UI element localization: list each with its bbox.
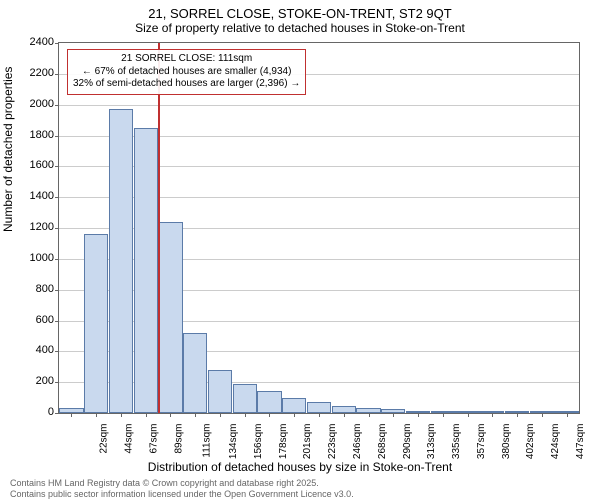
x-tick-mark: [393, 413, 394, 417]
x-tick-label: 268sqm: [377, 424, 388, 460]
x-tick-mark: [170, 413, 171, 417]
y-tick-label: 2000: [30, 98, 54, 110]
y-tick-mark: [55, 136, 59, 137]
x-tick-mark: [517, 413, 518, 417]
x-tick-label: 380sqm: [501, 424, 512, 460]
y-tick-label: 1600: [30, 159, 54, 171]
x-tick-mark: [245, 413, 246, 417]
histogram-bar: [307, 402, 331, 413]
y-tick-mark: [55, 105, 59, 106]
histogram-bar: [208, 370, 232, 413]
y-tick-mark: [55, 74, 59, 75]
footer-line1: Contains HM Land Registry data © Crown c…: [10, 478, 354, 489]
histogram-bar: [158, 222, 182, 413]
chart-footer: Contains HM Land Registry data © Crown c…: [10, 478, 354, 500]
x-tick-mark: [146, 413, 147, 417]
chart-title-sub: Size of property relative to detached ho…: [0, 21, 600, 39]
plot-area: 21 SORREL CLOSE: 111sqm← 67% of detached…: [58, 42, 580, 414]
annotation-box: 21 SORREL CLOSE: 111sqm← 67% of detached…: [67, 49, 306, 95]
y-tick-label: 2400: [30, 36, 54, 48]
y-tick-label: 0: [48, 406, 54, 418]
chart-container: 21, SORREL CLOSE, STOKE-ON-TRENT, ST2 9Q…: [0, 0, 600, 500]
property-marker-line: [158, 43, 160, 413]
y-tick-mark: [55, 43, 59, 44]
histogram-bar: [233, 384, 257, 413]
x-tick-mark: [71, 413, 72, 417]
x-tick-mark: [344, 413, 345, 417]
x-tick-mark: [121, 413, 122, 417]
y-tick-mark: [55, 259, 59, 260]
x-tick-mark: [443, 413, 444, 417]
y-tick-label: 600: [36, 314, 54, 326]
x-tick-label: 223sqm: [327, 424, 338, 460]
y-tick-mark: [55, 197, 59, 198]
x-tick-mark: [369, 413, 370, 417]
x-tick-mark: [294, 413, 295, 417]
x-tick-label: 313sqm: [426, 424, 437, 460]
y-tick-label: 1200: [30, 221, 54, 233]
x-tick-label: 22sqm: [99, 424, 110, 454]
x-tick-mark: [468, 413, 469, 417]
x-tick-label: 201sqm: [303, 424, 314, 460]
x-tick-mark: [492, 413, 493, 417]
grid-line: [59, 105, 579, 106]
chart-title-main: 21, SORREL CLOSE, STOKE-ON-TRENT, ST2 9Q…: [0, 0, 600, 21]
x-tick-label: 447sqm: [575, 424, 586, 460]
x-tick-mark: [418, 413, 419, 417]
x-tick-label: 156sqm: [253, 424, 264, 460]
y-axis-label: Number of detached properties: [1, 67, 15, 232]
x-tick-mark: [567, 413, 568, 417]
footer-line2: Contains public sector information licen…: [10, 489, 354, 500]
histogram-bar: [332, 406, 356, 413]
x-tick-label: 89sqm: [173, 424, 184, 454]
x-tick-label: 111sqm: [202, 424, 213, 458]
histogram-bar: [134, 128, 158, 413]
y-tick-mark: [55, 351, 59, 352]
y-tick-label: 400: [36, 344, 54, 356]
histogram-bar: [257, 391, 281, 413]
x-tick-label: 290sqm: [402, 424, 413, 460]
histogram-bar: [109, 109, 133, 413]
x-tick-label: 246sqm: [352, 424, 363, 460]
y-tick-mark: [55, 166, 59, 167]
y-tick-label: 1000: [30, 252, 54, 264]
x-tick-label: 424sqm: [550, 424, 561, 460]
x-tick-mark: [269, 413, 270, 417]
x-tick-label: 357sqm: [476, 424, 487, 460]
x-tick-label: 402sqm: [525, 424, 536, 460]
histogram-bar: [183, 333, 207, 413]
y-tick-mark: [55, 413, 59, 414]
x-axis-label: Distribution of detached houses by size …: [0, 460, 600, 474]
histogram-bar: [282, 398, 306, 413]
x-tick-label: 335sqm: [451, 424, 462, 460]
histogram-bar: [84, 234, 108, 413]
y-tick-mark: [55, 228, 59, 229]
x-tick-label: 44sqm: [124, 424, 135, 454]
x-tick-label: 178sqm: [278, 424, 289, 460]
annotation-title: 21 SORREL CLOSE: 111sqm: [73, 53, 300, 66]
y-tick-label: 800: [36, 283, 54, 295]
y-tick-mark: [55, 321, 59, 322]
y-tick-mark: [55, 290, 59, 291]
x-tick-mark: [96, 413, 97, 417]
y-tick-label: 1400: [30, 190, 54, 202]
y-tick-label: 1800: [30, 129, 54, 141]
annotation-line2: ← 67% of detached houses are smaller (4,…: [73, 66, 300, 79]
y-tick-mark: [55, 382, 59, 383]
x-tick-label: 67sqm: [148, 424, 159, 454]
y-tick-label: 200: [36, 375, 54, 387]
y-tick-label: 2200: [30, 67, 54, 79]
x-tick-mark: [195, 413, 196, 417]
x-tick-mark: [220, 413, 221, 417]
x-tick-mark: [319, 413, 320, 417]
x-tick-mark: [542, 413, 543, 417]
annotation-line3: 32% of semi-detached houses are larger (…: [73, 78, 300, 91]
x-tick-label: 134sqm: [228, 424, 239, 460]
